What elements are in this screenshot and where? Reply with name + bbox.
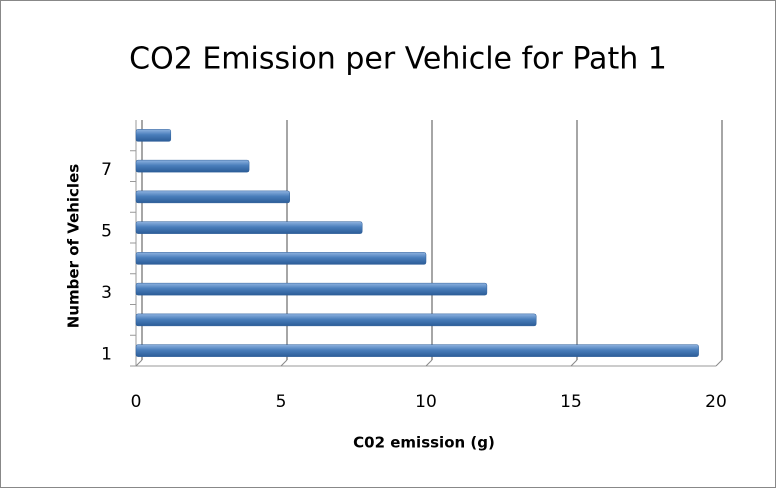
x-tick (715, 359, 723, 367)
y-tick-label: 1 (101, 345, 112, 365)
bar (135, 282, 488, 296)
y-tick-label: 3 (101, 283, 112, 303)
y-tick-label: 7 (101, 160, 112, 180)
bar (135, 190, 290, 204)
x-tick-label: 15 (560, 392, 582, 412)
x-tick (570, 359, 578, 367)
bar (135, 344, 699, 357)
x-tick-label: 20 (705, 392, 727, 412)
y-tick-label: 5 (101, 222, 112, 242)
x-tick (280, 359, 288, 367)
bar (135, 313, 537, 327)
chart-title: CO2 Emission per Vehicle for Path 1 (129, 42, 667, 77)
bar (135, 221, 363, 234)
x-tick-label: 0 (131, 392, 142, 412)
x-tick-label: 5 (276, 392, 287, 412)
bar (135, 159, 250, 173)
x-tick (425, 359, 433, 367)
x-axis-title: C02 emission (g) (353, 434, 495, 452)
y-axis-title: Number of Vehicles (65, 164, 83, 328)
x-tick (135, 359, 143, 367)
x-tick-label: 10 (415, 392, 437, 412)
bar (135, 252, 427, 265)
bar (135, 129, 172, 142)
